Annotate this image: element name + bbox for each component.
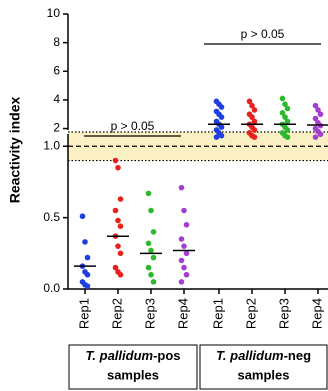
data-point <box>117 250 124 257</box>
data-point <box>317 111 324 118</box>
data-point <box>150 229 157 235</box>
p-value-label: p > 0.05 <box>111 119 155 133</box>
data-point <box>84 254 91 261</box>
data-point <box>178 257 185 264</box>
data-point <box>117 271 124 278</box>
data-point <box>183 250 190 257</box>
x-tick-label: Rep3 <box>142 298 157 329</box>
data-point <box>150 279 157 285</box>
data-point <box>148 207 154 214</box>
x-tick-label: Rep4 <box>175 298 190 329</box>
data-point <box>115 243 121 249</box>
data-point <box>145 240 152 247</box>
data-point <box>279 95 286 102</box>
group-label-italic: T. pallidum <box>216 348 284 363</box>
data-point <box>317 131 324 138</box>
data-point <box>148 271 154 278</box>
y-tick-label: 1.0 <box>43 138 60 152</box>
y-tick-label: 6 <box>53 63 60 77</box>
y-tick-label: 4 <box>53 92 60 106</box>
data-point <box>117 196 124 202</box>
data-point <box>284 134 291 140</box>
data-point <box>79 213 86 220</box>
group-box <box>199 344 328 390</box>
data-point <box>183 271 190 278</box>
data-point <box>112 157 119 164</box>
data-point <box>145 264 152 271</box>
data-point <box>213 134 220 140</box>
data-point <box>183 221 190 228</box>
data-point <box>251 107 258 113</box>
data-point <box>145 190 152 197</box>
data-point <box>84 283 91 289</box>
group-label: T. pallidum-pos <box>85 348 180 363</box>
data-point <box>218 132 225 139</box>
data-point <box>84 271 91 278</box>
group-label-italic: T. pallidum <box>85 348 153 363</box>
data-point <box>312 102 319 109</box>
x-tick-label: Rep1 <box>210 298 225 329</box>
data-point <box>112 264 119 271</box>
data-point <box>282 114 288 120</box>
data-point <box>115 217 121 224</box>
data-point <box>284 105 291 112</box>
data-point <box>178 184 185 191</box>
x-tick-label: Rep3 <box>276 298 291 329</box>
data-point <box>178 279 185 285</box>
p-value-label: p > 0.05 <box>241 27 285 41</box>
data-point <box>178 236 185 242</box>
data-point <box>148 247 154 254</box>
y-tick-label: 10 <box>47 6 61 20</box>
x-tick-label: Rep1 <box>76 298 91 329</box>
group-label-rest: -pos <box>153 348 180 363</box>
data-point <box>218 104 225 110</box>
data-point <box>112 207 119 214</box>
data-point <box>82 239 88 245</box>
group-label-line2: samples <box>107 367 159 382</box>
group-label-rest: -neg <box>284 348 312 363</box>
y-tick-label: 2 <box>53 121 60 135</box>
data-point <box>251 118 258 125</box>
data-point <box>181 264 187 271</box>
data-point <box>181 243 187 249</box>
y-tick-label: 8 <box>53 35 60 49</box>
data-point <box>117 223 124 229</box>
data-point <box>282 101 288 108</box>
data-point <box>218 124 225 130</box>
data-point <box>150 254 157 261</box>
data-point <box>315 107 321 113</box>
data-point <box>181 207 187 214</box>
data-point <box>251 127 258 133</box>
data-point <box>251 134 258 140</box>
data-point <box>279 109 286 116</box>
x-tick-label: Rep2 <box>109 298 124 329</box>
x-tick-label: Rep4 <box>309 298 324 329</box>
group-box <box>68 344 198 390</box>
data-point <box>249 114 255 120</box>
data-point <box>249 102 255 109</box>
y-tick-label: 0.0 <box>43 281 60 295</box>
y-axis-label: Reactivity index <box>7 96 23 203</box>
data-point <box>312 134 319 140</box>
x-tick-label: Rep2 <box>243 298 258 329</box>
data-point <box>284 118 291 125</box>
y-tick-label: 0.5 <box>43 210 60 224</box>
group-label-line2: samples <box>237 367 289 382</box>
data-point <box>312 115 319 122</box>
data-point <box>218 114 225 120</box>
data-point <box>284 127 291 133</box>
data-point <box>115 164 121 171</box>
group-label: T. pallidum-neg <box>216 348 311 363</box>
data-point <box>246 98 253 105</box>
